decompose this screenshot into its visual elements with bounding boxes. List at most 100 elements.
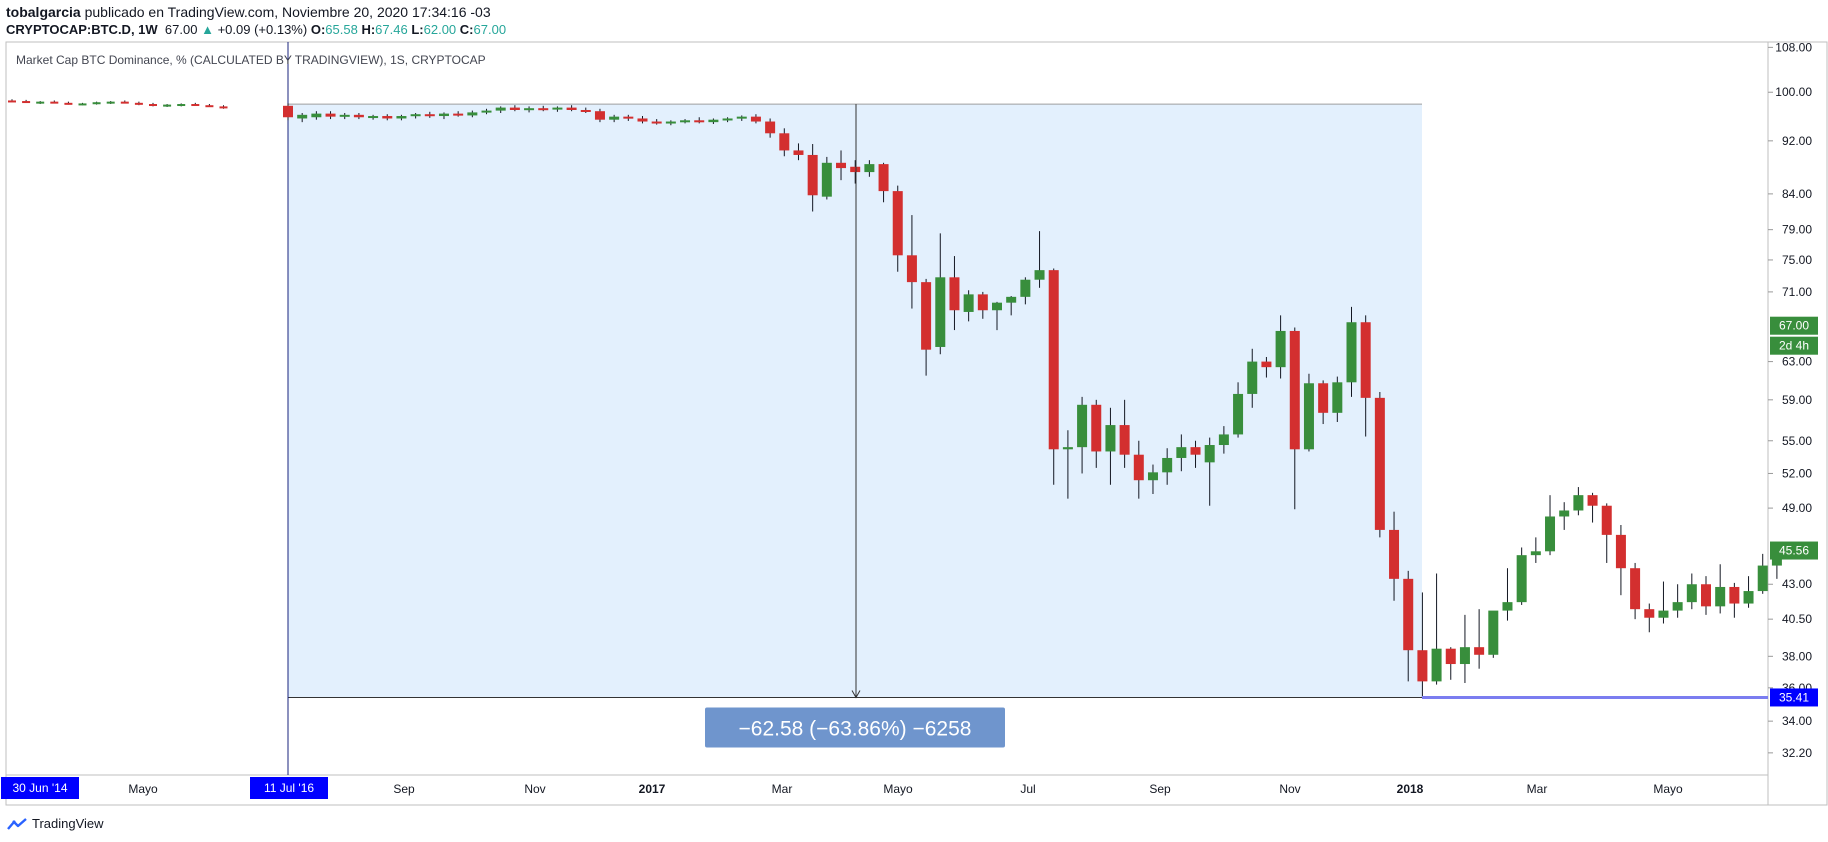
y-tick-label: 32.20	[1782, 746, 1812, 760]
high-label: H:	[361, 22, 376, 37]
candle	[552, 106, 563, 112]
candle-body	[353, 114, 364, 118]
x-tick-label: Mayo	[128, 782, 158, 796]
brand-name: TradingView	[32, 816, 104, 831]
candle	[935, 233, 946, 355]
y-tick-label: 34.00	[1782, 714, 1812, 728]
candle	[1346, 306, 1357, 397]
measure-label: −62.58 (−63.86%) −6258	[739, 717, 972, 740]
candle-body	[1346, 322, 1357, 383]
candle-body	[1545, 516, 1556, 552]
candle	[1715, 564, 1726, 614]
candle	[453, 111, 464, 117]
candle-body	[1190, 447, 1201, 455]
candle	[892, 185, 903, 272]
candle	[566, 105, 577, 112]
candle	[396, 114, 407, 121]
price-label-countdown	[1770, 336, 1818, 355]
candle-body	[1403, 578, 1414, 651]
candle	[1020, 277, 1031, 305]
candle-body	[1105, 425, 1116, 452]
candle-body	[609, 116, 620, 120]
measure-label-box	[705, 707, 1005, 748]
candle	[1133, 440, 1144, 499]
candle	[949, 256, 960, 331]
candle	[921, 278, 932, 376]
candle	[878, 162, 889, 203]
x-tick-label: Nov	[1279, 782, 1300, 796]
candle-body	[1048, 270, 1059, 450]
footer-brand[interactable]: TradingView	[6, 816, 104, 831]
candle	[793, 143, 804, 161]
candle-body	[1389, 529, 1400, 579]
candle	[538, 105, 549, 112]
measure-arrow-head	[851, 690, 861, 699]
candle-body	[368, 116, 379, 119]
y-tick-label: 100.00	[1775, 85, 1812, 99]
candle	[424, 111, 435, 118]
candle-body	[1474, 647, 1485, 655]
open-label: O:	[310, 22, 326, 37]
y-tick-label: 38.00	[1782, 649, 1812, 663]
candle	[1686, 573, 1697, 610]
open-value: 65.58	[325, 22, 358, 37]
pre-candle-body	[205, 105, 214, 108]
candle	[850, 160, 861, 184]
author-name[interactable]: tobalgarcia	[6, 4, 81, 20]
candle	[1615, 524, 1626, 596]
pre-candle	[120, 100, 129, 104]
candle-body	[1062, 447, 1073, 450]
candle-body	[1360, 322, 1371, 398]
candle-body	[765, 121, 776, 134]
candle-body	[694, 120, 705, 123]
price-label-last-text: 67.00	[1779, 319, 1809, 333]
candle-body	[779, 133, 790, 151]
price-range-area	[288, 104, 1422, 698]
candle	[1403, 570, 1414, 682]
x-tick-label: Mayo	[883, 782, 913, 796]
candle	[694, 117, 705, 124]
candle	[722, 117, 733, 123]
candle	[1530, 537, 1541, 563]
candle	[1091, 399, 1102, 468]
candle	[609, 114, 620, 123]
y-tick-label: 55.00	[1782, 434, 1812, 448]
pre-candle	[36, 101, 45, 105]
candle-body	[1573, 495, 1584, 511]
price-label-level-text: 45.56	[1779, 544, 1809, 558]
candle-body	[1488, 610, 1499, 655]
candle	[1162, 448, 1173, 485]
candle	[1559, 502, 1570, 530]
candle-body	[339, 114, 350, 117]
pre-candle	[191, 102, 200, 107]
candle-body	[680, 120, 691, 123]
pre-candle-body	[106, 101, 115, 104]
candle-body	[594, 111, 605, 120]
candle-body	[1020, 279, 1031, 297]
candle-body	[1303, 383, 1314, 450]
x-tick-label: Mayo	[1653, 782, 1683, 796]
candle	[1658, 581, 1669, 624]
candle	[1502, 568, 1513, 621]
candle-body	[453, 113, 464, 116]
candle	[637, 116, 648, 124]
candle	[481, 108, 492, 115]
candle	[977, 291, 988, 319]
candle-body	[1445, 648, 1456, 665]
candle	[1573, 487, 1584, 516]
candle-body	[977, 294, 988, 311]
candle-body	[382, 116, 393, 119]
candle-body	[524, 108, 535, 111]
candle-body	[325, 113, 336, 117]
candle-body	[651, 121, 662, 124]
candle-body	[297, 114, 308, 119]
pre-candle-body	[163, 104, 172, 107]
candle-body	[424, 114, 435, 117]
pre-candle	[64, 101, 73, 105]
y-tick-label: 49.00	[1782, 501, 1812, 515]
candle	[1289, 327, 1300, 510]
pane-title: Market Cap BTC Dominance, % (CALCULATED …	[16, 53, 486, 67]
publish-info: tobalgarcia publicado en TradingView.com…	[6, 4, 491, 20]
candle	[1048, 268, 1059, 485]
